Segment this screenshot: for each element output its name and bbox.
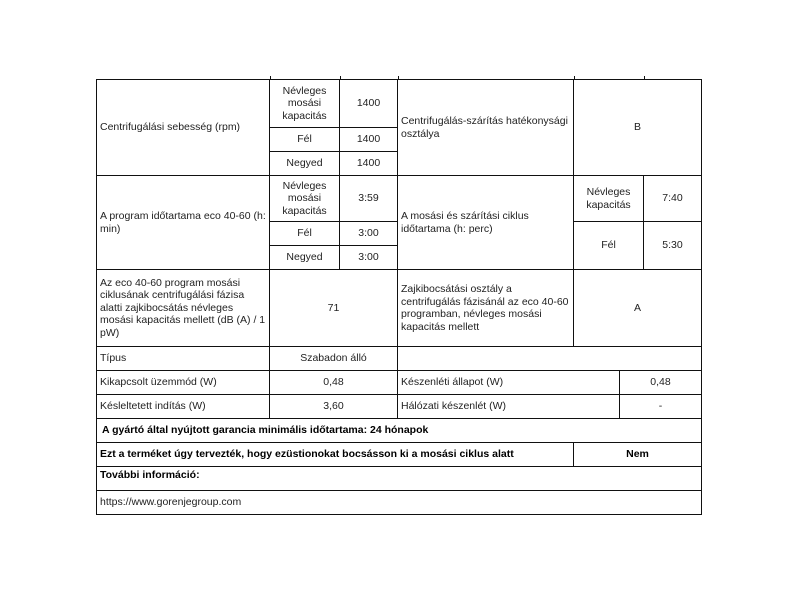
duration-load-label: Névleges mosási kapacitás [269, 175, 340, 222]
spin-value: 1400 [339, 79, 398, 128]
spin-efficiency-value: B [573, 79, 702, 176]
more-info-url[interactable]: https://www.gorenjegroup.com [96, 490, 702, 515]
cycle-load-label: Névleges kapacitás [573, 175, 644, 222]
duration-load-label: Fél [269, 221, 340, 246]
border-tick [340, 76, 341, 80]
silver-ions-value: Nem [573, 442, 702, 467]
spin-value: 1400 [339, 151, 398, 176]
cycle-load-label: Fél [573, 221, 644, 270]
border-tick [398, 76, 399, 80]
spin-speed-label: Centrifugálási sebesség (rpm) [96, 79, 270, 176]
program-duration-label: A program időtartama eco 40-60 (h: min) [96, 175, 270, 270]
spin-load-label: Fél [269, 127, 340, 152]
spin-value: 1400 [339, 127, 398, 152]
spin-efficiency-label: Centrifugálás-szárítás hatékonysági oszt… [397, 79, 574, 176]
off-mode-label: Kikapcsolt üzemmód (W) [96, 370, 270, 395]
noise-label: Az eco 40-60 program mosási ciklusának c… [96, 269, 270, 347]
border-tick [574, 76, 575, 80]
noise-value: 71 [269, 269, 398, 347]
warranty-text: A gyártó által nyújtott garancia minimál… [96, 418, 702, 443]
silver-ions-label: Ezt a terméket úgy tervezték, hogy ezüst… [96, 442, 574, 467]
border-tick [644, 76, 645, 80]
network-standby-label: Hálózati készenlét (W) [397, 394, 620, 419]
duration-value: 3:59 [339, 175, 398, 222]
delay-start-value: 3,60 [269, 394, 398, 419]
cycle-duration-label: A mosási és szárítási ciklus időtartama … [397, 175, 574, 270]
cycle-value: 7:40 [643, 175, 702, 222]
spin-load-label: Névleges mosási kapacitás [269, 79, 340, 128]
noise-class-label: Zajkibocsátási osztály a centrifugálás f… [397, 269, 574, 347]
type-label: Típus [96, 346, 270, 371]
standby-value: 0,48 [619, 370, 702, 395]
duration-value: 3:00 [339, 245, 398, 270]
duration-value: 3:00 [339, 221, 398, 246]
type-value: Szabadon álló [269, 346, 398, 371]
cycle-value: 5:30 [643, 221, 702, 270]
delay-start-label: Késleltetett indítás (W) [96, 394, 270, 419]
duration-load-label: Negyed [269, 245, 340, 270]
empty-cell [397, 346, 702, 371]
more-info-label: További információ: [96, 466, 702, 491]
standby-label: Készenléti állapot (W) [397, 370, 620, 395]
spin-load-label: Negyed [269, 151, 340, 176]
noise-class-value: A [573, 269, 702, 347]
network-standby-value: - [619, 394, 702, 419]
off-mode-value: 0,48 [269, 370, 398, 395]
border-tick [270, 76, 271, 80]
